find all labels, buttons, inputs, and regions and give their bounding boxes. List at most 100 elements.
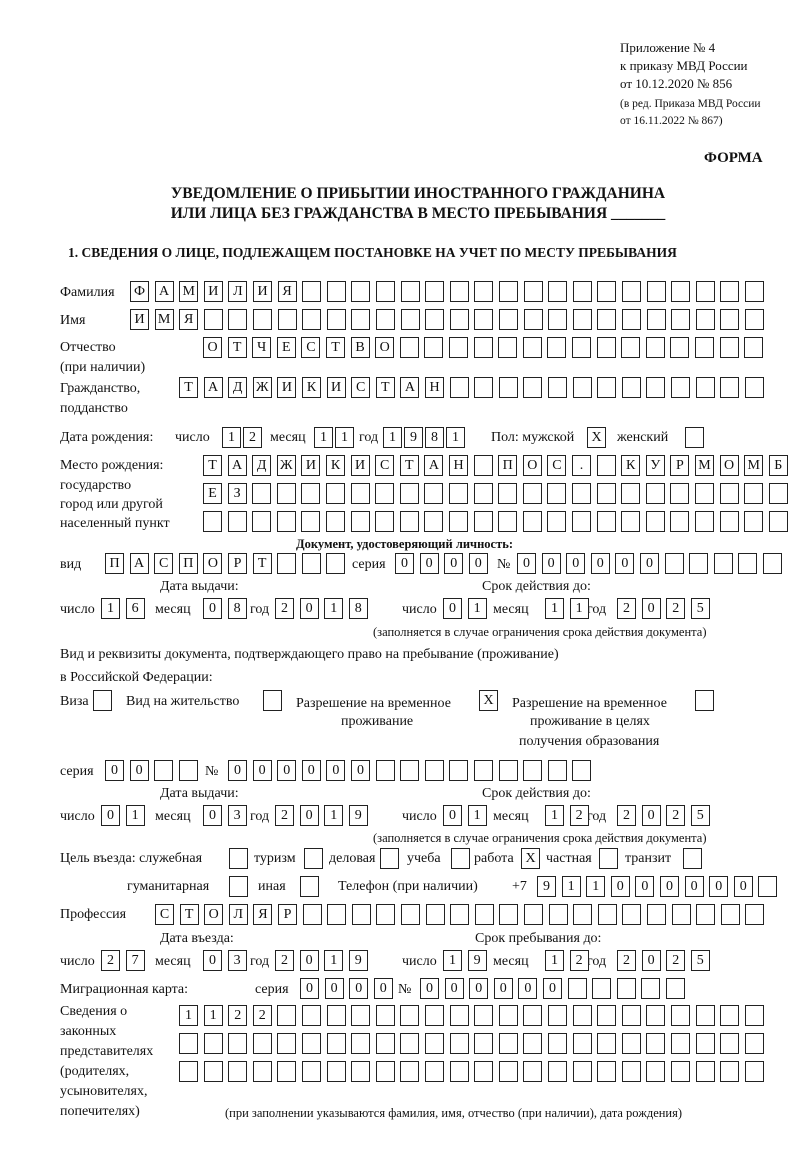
profession-cell[interactable] — [548, 904, 568, 925]
name-cell[interactable] — [400, 309, 420, 330]
residence-checkbox[interactable] — [263, 690, 282, 711]
birth-place2-cell[interactable] — [547, 483, 567, 504]
reps2-cell[interactable] — [375, 1033, 395, 1054]
birth-place1-cell[interactable]: И — [301, 455, 321, 476]
reps2-cell[interactable] — [179, 1033, 198, 1054]
birth-place2-cell[interactable]: З — [227, 483, 247, 504]
birth-place3-cell[interactable] — [744, 511, 764, 532]
rd-number-cell[interactable] — [449, 760, 469, 781]
birth-place1-cell[interactable]: П — [498, 455, 518, 476]
id-issue-day-cell[interactable]: 6 — [125, 598, 145, 619]
id-issue-month-cell[interactable]: 0 — [203, 598, 222, 619]
birth-place2-cell[interactable] — [326, 483, 345, 504]
name-cell[interactable]: М — [154, 309, 174, 330]
patronymic-cell[interactable] — [719, 337, 739, 358]
birth-place2-cell[interactable] — [350, 483, 370, 504]
id-issue-year-cell[interactable]: 2 — [275, 598, 294, 619]
reps3-cell[interactable] — [400, 1061, 420, 1082]
reps3-cell[interactable] — [252, 1061, 272, 1082]
id-number-cell[interactable]: 0 — [615, 553, 635, 574]
id-issue-day-cell[interactable]: 1 — [101, 598, 120, 619]
citizenship-cell[interactable] — [449, 377, 469, 398]
id-kind-cell[interactable]: Р — [228, 553, 247, 574]
surname-cell[interactable] — [425, 281, 445, 302]
birth-place1-cell[interactable]: С — [547, 455, 567, 476]
reps1-cell[interactable] — [302, 1005, 321, 1026]
entry-month-cell[interactable]: 0 — [203, 950, 222, 971]
id-number-cell[interactable] — [689, 553, 709, 574]
rd-number-cell[interactable]: 0 — [301, 760, 321, 781]
reps2-cell[interactable] — [203, 1033, 223, 1054]
mc-number-cell[interactable]: 0 — [444, 978, 464, 999]
id-valid-year-cell[interactable]: 2 — [617, 598, 636, 619]
birth-place3-cell[interactable] — [203, 511, 222, 532]
birth-place2-cell[interactable] — [596, 483, 616, 504]
birth-place2-cell[interactable] — [621, 483, 641, 504]
reps3-cell[interactable] — [277, 1061, 297, 1082]
profession-cell[interactable] — [745, 904, 765, 925]
reps2-cell[interactable] — [646, 1033, 666, 1054]
mc-number-cell[interactable] — [616, 978, 636, 999]
birth-place3-cell[interactable] — [350, 511, 370, 532]
id-series-cell[interactable]: 0 — [419, 553, 439, 574]
birth-place3-cell[interactable] — [547, 511, 567, 532]
birth-place1-cell[interactable]: Ж — [276, 455, 296, 476]
surname-cell[interactable] — [548, 281, 568, 302]
id-number-cell[interactable]: 0 — [541, 553, 561, 574]
reps1-cell[interactable] — [671, 1005, 690, 1026]
birth-place3-cell[interactable] — [498, 511, 518, 532]
reps1-cell[interactable] — [695, 1005, 715, 1026]
surname-cell[interactable] — [523, 281, 543, 302]
surname-cell[interactable] — [572, 281, 592, 302]
reps3-cell[interactable] — [523, 1061, 543, 1082]
citizenship-cell[interactable]: Н — [425, 377, 444, 398]
birth-place1-cell[interactable]: Д — [252, 455, 272, 476]
entry-year-cell[interactable]: 1 — [324, 950, 344, 971]
reps3-cell[interactable] — [646, 1061, 666, 1082]
reps3-cell[interactable] — [621, 1061, 641, 1082]
surname-cell[interactable] — [695, 281, 715, 302]
birth-place2-cell[interactable] — [768, 483, 788, 504]
rd-valid-month-cell[interactable]: 2 — [569, 805, 589, 826]
mc-number-cell[interactable] — [567, 978, 587, 999]
reps3-cell[interactable] — [375, 1061, 395, 1082]
id-number-cell[interactable]: 0 — [640, 553, 659, 574]
birth-month-cell[interactable]: 1 — [314, 427, 333, 448]
reps2-cell[interactable] — [744, 1033, 764, 1054]
id-number-cell[interactable]: 0 — [590, 553, 610, 574]
birth-place1-cell[interactable]: М — [695, 455, 714, 476]
citizenship-cell[interactable]: А — [203, 377, 223, 398]
id-kind-cell[interactable]: С — [154, 553, 174, 574]
reps1-cell[interactable] — [646, 1005, 666, 1026]
birth-place2-cell[interactable] — [522, 483, 542, 504]
reps2-cell[interactable] — [326, 1033, 346, 1054]
rd-series-cell[interactable]: 0 — [129, 760, 149, 781]
id-issue-year-cell[interactable]: 1 — [324, 598, 344, 619]
p-transit-checkbox[interactable] — [683, 848, 702, 869]
profession-cell[interactable]: О — [204, 904, 224, 925]
citizenship-cell[interactable] — [621, 377, 641, 398]
id-number-cell[interactable] — [763, 553, 782, 574]
mc-series-cell[interactable]: 0 — [324, 978, 344, 999]
reps1-cell[interactable]: 2 — [228, 1005, 248, 1026]
patronymic-cell[interactable] — [498, 337, 518, 358]
citizenship-cell[interactable] — [646, 377, 666, 398]
citizenship-cell[interactable] — [572, 377, 592, 398]
birth-place1-cell[interactable]: Б — [768, 455, 788, 476]
surname-cell[interactable] — [376, 281, 395, 302]
stay-day-cell[interactable]: 9 — [467, 950, 487, 971]
patronymic-cell[interactable] — [399, 337, 419, 358]
id-valid-day-cell[interactable]: 1 — [467, 598, 487, 619]
reps3-cell[interactable] — [179, 1061, 198, 1082]
profession-cell[interactable] — [425, 904, 445, 925]
profession-cell[interactable] — [401, 904, 420, 925]
name-cell[interactable] — [572, 309, 592, 330]
patronymic-cell[interactable] — [522, 337, 542, 358]
profession-cell[interactable] — [327, 904, 347, 925]
rd-series-cell[interactable]: 0 — [105, 760, 124, 781]
id-series-cell[interactable]: 0 — [395, 553, 414, 574]
birth-place3-cell[interactable] — [572, 511, 591, 532]
profession-cell[interactable] — [474, 904, 494, 925]
name-cell[interactable] — [351, 309, 371, 330]
birth-place3-cell[interactable] — [375, 511, 395, 532]
